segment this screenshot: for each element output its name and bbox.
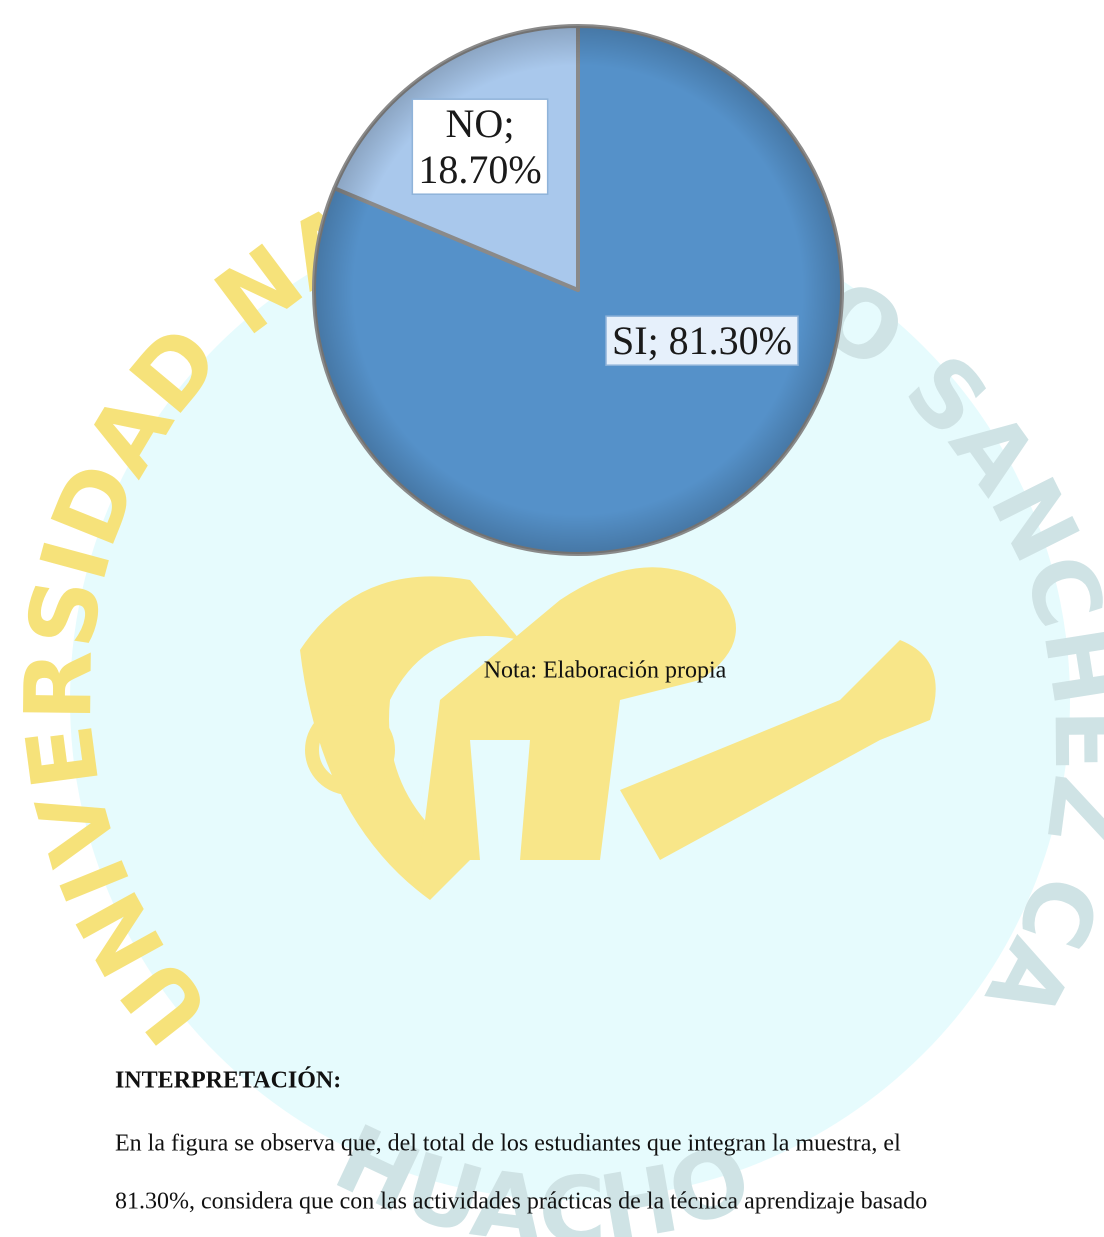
pie-chart: SI; 81.30% NO;18.70% (314, 26, 842, 554)
document: UNIVERSIDAD NACIONA NO SANCHEZ CARRION H… (0, 0, 1104, 1237)
data-label-line: 18.70% (418, 147, 541, 192)
paragraph-line: 81.30%, considera que con las actividade… (115, 1189, 927, 1215)
note: Nota: Elaboración propia (484, 658, 727, 684)
data-label-line: NO; (446, 101, 515, 146)
paragraph-line: En la figura se observa que, del total d… (115, 1131, 901, 1157)
page: UNIVERSIDAD NACIONA NO SANCHEZ CARRION H… (0, 0, 1104, 1237)
pie-shade (314, 26, 842, 554)
data-label: SI; 81.30% (612, 318, 792, 363)
heading: INTERPRETACIÓN: (115, 1067, 341, 1094)
